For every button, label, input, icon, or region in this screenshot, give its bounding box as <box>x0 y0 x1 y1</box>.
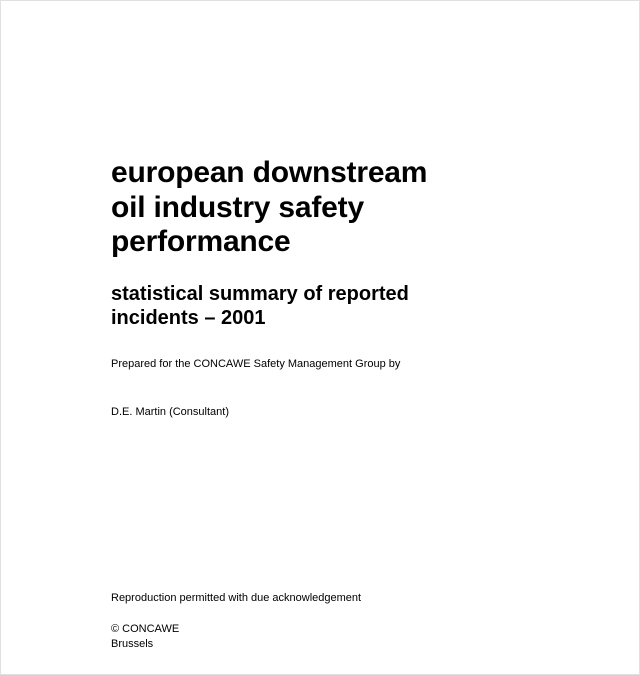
title-line-2: oil industry safety <box>111 191 364 224</box>
copyright-line-1: © CONCAWE <box>111 623 179 635</box>
subtitle-line-1: statistical summary of reported <box>111 283 409 305</box>
document-subtitle: statistical summary of reported incident… <box>111 282 531 330</box>
document-title: european downstream oil industry safety … <box>111 156 531 260</box>
subtitle-line-2: incidents – 2001 <box>111 307 266 329</box>
prepared-for-text: Prepared for the CONCAWE Safety Manageme… <box>111 358 531 370</box>
footer-block: Reproduction permitted with due acknowle… <box>111 592 531 652</box>
title-line-1: european downstream <box>111 156 427 189</box>
author-text: D.E. Martin (Consultant) <box>111 406 531 418</box>
title-line-3: performance <box>111 225 291 258</box>
copyright-block: © CONCAWE Brussels <box>111 622 531 652</box>
copyright-line-2: Brussels <box>111 638 153 650</box>
reproduction-notice: Reproduction permitted with due acknowle… <box>111 592 531 604</box>
main-content: european downstream oil industry safety … <box>111 156 531 418</box>
document-page: european downstream oil industry safety … <box>0 0 640 675</box>
